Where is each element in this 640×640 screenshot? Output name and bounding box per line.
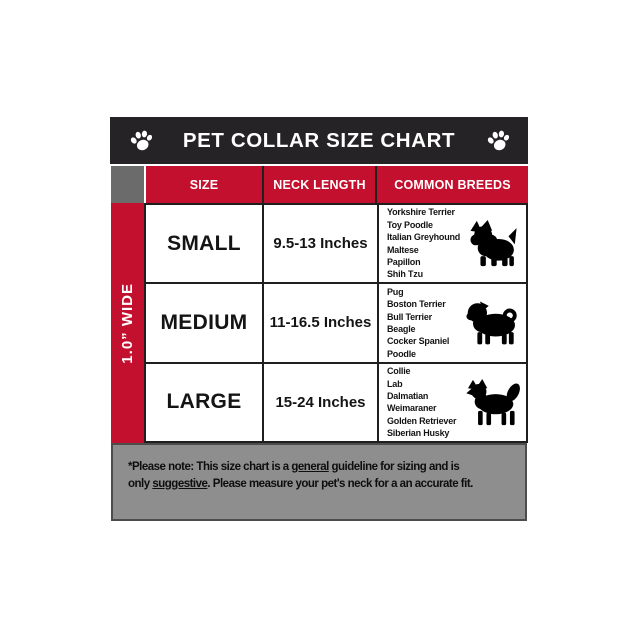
size-cell: SMALL bbox=[146, 205, 262, 283]
width-side-bar: 1.0” WIDE bbox=[111, 203, 144, 443]
table-header-row: SIZE NECK LENGTH COMMON BREEDS bbox=[110, 166, 528, 203]
breed-name: Papillon bbox=[387, 257, 421, 268]
footer-note: *Please note: This size chart is a gener… bbox=[111, 443, 527, 521]
neck-length-value: 9.5-13 Inches bbox=[273, 235, 368, 253]
size-cell: LARGE bbox=[146, 363, 262, 441]
breed-name: Pug bbox=[387, 286, 404, 297]
breed-name: Boston Terrier bbox=[387, 299, 446, 310]
paw-icon bbox=[484, 127, 511, 154]
title-bar: PET COLLAR SIZE CHART bbox=[110, 117, 528, 164]
pug-silhouette bbox=[466, 299, 522, 346]
column-header-common-breeds: COMMON BREEDS bbox=[375, 166, 528, 203]
yorkie-silhouette bbox=[466, 220, 522, 267]
breed-name: Maltese bbox=[387, 244, 419, 255]
breed-name: Toy Poodle bbox=[387, 219, 433, 230]
neck-length-cell: 9.5-13 Inches bbox=[264, 205, 377, 283]
size-label: MEDIUM bbox=[160, 310, 248, 334]
footer-note-line: *Please note: This size chart is a gener… bbox=[128, 461, 460, 473]
size-table: SMALL 9.5-13 Inches Yorkshire Terrier Toy… bbox=[144, 203, 528, 443]
breed-name: Poodle bbox=[387, 348, 416, 359]
breed-name: Collie bbox=[387, 366, 411, 377]
breed-name: Shih Tzu bbox=[387, 269, 423, 280]
footer-note-line: only suggestive. Please measure your pet… bbox=[128, 477, 473, 490]
breed-name: Golden Retriever bbox=[387, 415, 457, 426]
chart-title: PET COLLAR SIZE CHART bbox=[182, 128, 456, 152]
neck-length-value: 15-24 Inches bbox=[275, 393, 366, 411]
breed-name: Beagle bbox=[387, 323, 416, 334]
neck-length-cell: 15-24 Inches bbox=[264, 363, 377, 441]
corner-cell bbox=[111, 166, 144, 203]
breed-name: Yorkshire Terrier bbox=[387, 207, 455, 218]
column-header-size: SIZE bbox=[146, 166, 262, 203]
breed-name: Bull Terrier bbox=[387, 311, 432, 322]
pet-collar-size-chart: PET COLLAR SIZE CHART SIZE NECK LENGTH C… bbox=[110, 117, 528, 521]
breed-name: Weimaraner bbox=[387, 403, 437, 414]
breed-name: Dalmatian bbox=[387, 390, 429, 401]
husky-silhouette bbox=[466, 378, 522, 426]
breed-list: Collie Lab Dalmatian Weimaraner Golden Retri… bbox=[387, 365, 466, 439]
breeds-cell: Pug Boston Terrier Bull Terrier Beagle Cocke… bbox=[379, 284, 526, 362]
paw-icon bbox=[127, 127, 154, 154]
breed-name: Siberian Husky bbox=[387, 428, 450, 439]
size-label: SMALL bbox=[167, 231, 241, 255]
breed-list: Yorkshire Terrier Toy Poodle Italian Greyh… bbox=[387, 206, 466, 280]
neck-length-cell: 11-16.5 Inches bbox=[264, 284, 377, 362]
breeds-cell: Collie Lab Dalmatian Weimaraner Golden Retri… bbox=[379, 363, 526, 441]
width-label: 1.0” WIDE bbox=[119, 282, 136, 364]
breeds-cell: Yorkshire Terrier Toy Poodle Italian Greyh… bbox=[379, 205, 526, 283]
breed-name: Italian Greyhound bbox=[387, 232, 461, 243]
column-header-neck-length: NECK LENGTH bbox=[262, 166, 375, 203]
size-cell: MEDIUM bbox=[146, 284, 262, 362]
size-label: LARGE bbox=[166, 390, 242, 414]
breed-name: Lab bbox=[387, 378, 403, 389]
breed-name: Cocker Spaniel bbox=[387, 336, 450, 347]
breed-list: Pug Boston Terrier Bull Terrier Beagle Cocke… bbox=[387, 286, 466, 360]
neck-length-value: 11-16.5 Inches bbox=[269, 314, 372, 332]
